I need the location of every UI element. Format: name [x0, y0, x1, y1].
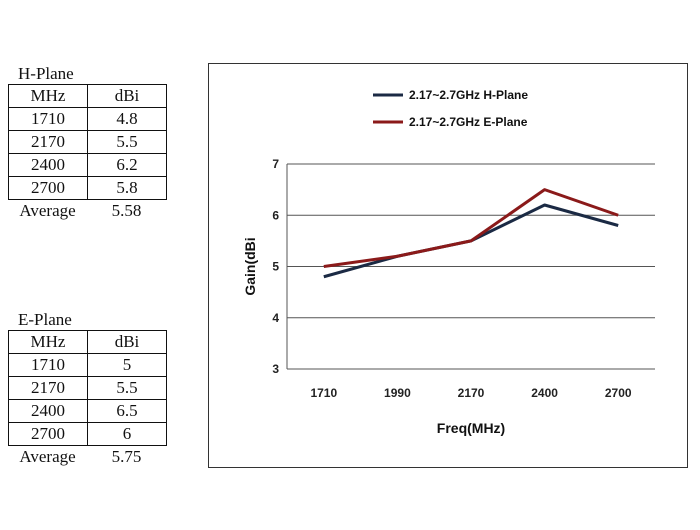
h-plane-title: H-Plane	[18, 64, 74, 83]
series-layer	[323, 188, 619, 279]
table-cell: 6	[87, 422, 167, 446]
table-cell: 4.8	[87, 107, 167, 131]
header-cell: MHz	[8, 84, 88, 108]
table-cell: 2400	[8, 399, 88, 423]
table-header-row: MHz dBi	[8, 84, 167, 108]
table-row: 2400 6.5	[8, 399, 167, 423]
table-header-row: MHz dBi	[8, 330, 167, 354]
x-tick-label: 2400	[531, 386, 558, 400]
table-cell: 1710	[8, 353, 88, 377]
x-axis-label: Freq(MHz)	[437, 420, 505, 436]
table-cell: 2170	[8, 376, 88, 400]
y-tick-label: 5	[272, 260, 279, 274]
header-cell: dBi	[87, 330, 167, 354]
x-tick-label: 2170	[458, 386, 485, 400]
e-plane-table-block: E-Plane MHz dBi 1710 5 2170 5.5 2400 6.5…	[8, 310, 167, 468]
y-tick-label: 7	[272, 157, 279, 171]
y-axis-label: Gain(dBi	[242, 237, 258, 295]
legend: 2.17~2.7GHz H-Plane 2.17~2.7GHz E-Plane	[373, 88, 528, 129]
table-cell: 5	[87, 353, 167, 377]
table-row: 1710 5	[8, 353, 167, 377]
table-row: 2700 5.8	[8, 176, 167, 200]
table-cell: 1710	[8, 107, 88, 131]
x-tick-label: 2700	[605, 386, 632, 400]
header-cell: MHz	[8, 330, 88, 354]
table-cell: 5.8	[87, 176, 167, 200]
x-tick-label: 1990	[384, 386, 411, 400]
table-row: 2400 6.2	[8, 153, 167, 177]
gain-chart: 3 4 5 6 7 1710 1990 2170 2400 2700 2.17~2.7GHz H…	[242, 88, 655, 436]
legend-label: 2.17~2.7GHz E-Plane	[409, 115, 528, 129]
gain-chart-frame: 3 4 5 6 7 1710 1990 2170 2400 2700 2.17~2.7GHz H…	[208, 63, 688, 468]
e-plane-table: MHz dBi 1710 5 2170 5.5 2400 6.5 2700 6	[8, 330, 167, 446]
table-cell: 2170	[8, 130, 88, 154]
h-plane-average-row: Average 5.58	[8, 200, 167, 222]
grid-layer	[286, 163, 655, 370]
average-value: 5.75	[111, 447, 142, 466]
y-tick-label: 6	[272, 208, 279, 222]
x-tick-layer: 1710 1990 2170 2400 2700	[310, 386, 631, 400]
average-value: 5.58	[111, 201, 142, 220]
table-cell: 2700	[8, 176, 88, 200]
x-tick-label: 1710	[310, 386, 337, 400]
table-row: 1710 4.8	[8, 107, 167, 131]
e-plane-average-row: Average 5.75	[8, 446, 167, 468]
table-cell: 5.5	[87, 130, 167, 154]
h-plane-table: MHz dBi 1710 4.8 2170 5.5 2400 6.2 2700 …	[8, 84, 167, 200]
table-cell: 5.5	[87, 376, 167, 400]
table-cell: 6.2	[87, 153, 167, 177]
y-tick-label: 3	[272, 362, 279, 376]
legend-label: 2.17~2.7GHz H-Plane	[409, 88, 528, 102]
header-cell: dBi	[87, 84, 167, 108]
table-row: 2170 5.5	[8, 376, 167, 400]
y-tick-layer: 3 4 5 6 7	[272, 157, 279, 376]
average-label: Average	[19, 447, 76, 466]
h-plane-table-block: H-Plane MHz dBi 1710 4.8 2170 5.5 2400 6…	[8, 64, 167, 222]
table-row: 2700 6	[8, 422, 167, 446]
series-line-1	[323, 188, 619, 268]
table-cell: 2700	[8, 422, 88, 446]
y-tick-label: 4	[272, 311, 279, 325]
table-cell: 6.5	[87, 399, 167, 423]
table-row: 2170 5.5	[8, 130, 167, 154]
e-plane-title: E-Plane	[18, 310, 72, 329]
average-label: Average	[19, 201, 76, 220]
table-cell: 2400	[8, 153, 88, 177]
